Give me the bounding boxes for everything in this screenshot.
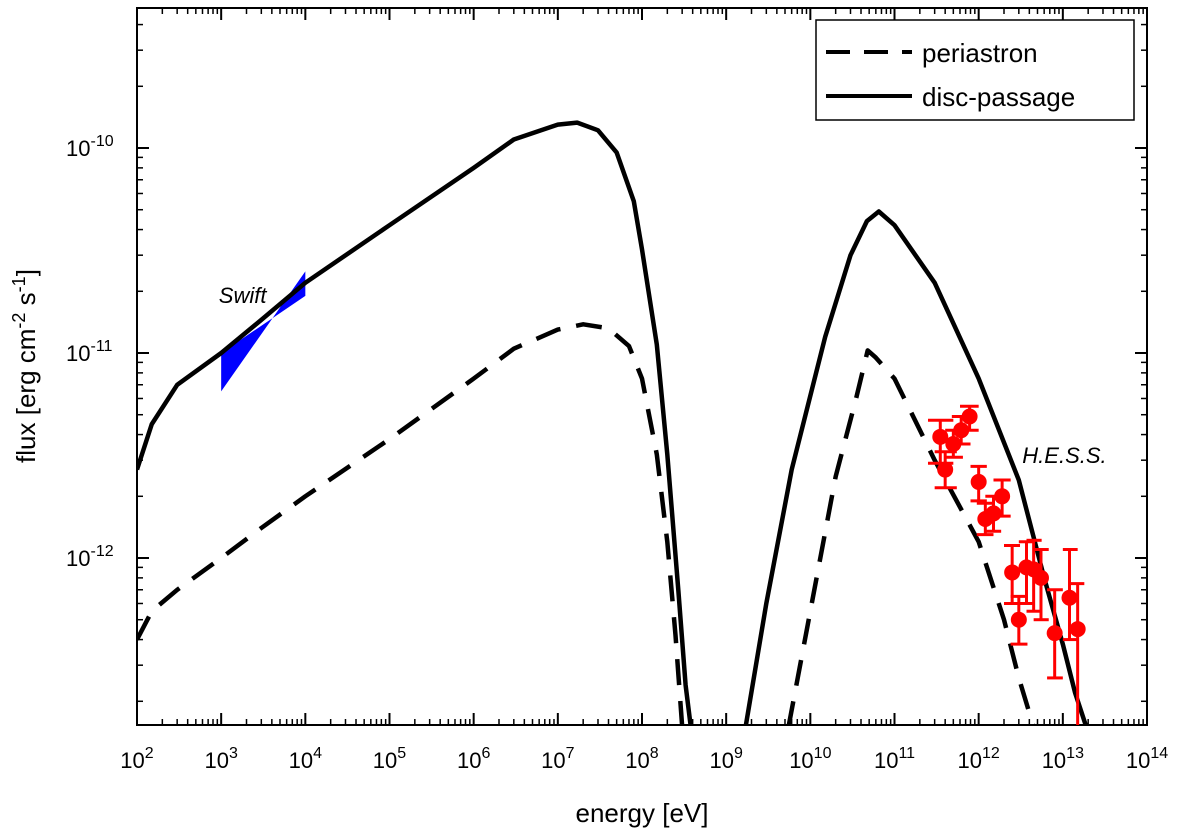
series-layer	[137, 120, 1089, 725]
y-axis-title: flux [erg cm-2 s-1]	[9, 269, 41, 463]
series-disc-passage-segment-1	[743, 209, 1089, 725]
x-tick-label: 108	[625, 745, 658, 773]
hess-marker-9	[1004, 564, 1021, 581]
hess-marker-8	[994, 488, 1011, 505]
hess-marker-7	[985, 505, 1002, 522]
series-disc-passage-segment-0	[137, 120, 693, 725]
hess-marker-1	[937, 461, 954, 478]
hess-point-14	[1046, 588, 1063, 680]
x-axis: 102 103 104 105 106 107 108 109 1010 1011 1012 1013…	[120, 8, 1168, 773]
x-tick-label: 102	[120, 745, 153, 773]
hess-marker-14	[1046, 625, 1063, 642]
legend-label-disc-passage: disc-passage	[922, 82, 1075, 112]
series-periastron-segment-1	[786, 348, 1036, 725]
legend-label-periastron: periastron	[922, 38, 1038, 68]
series-periastron-segment-0	[137, 322, 685, 725]
y-tick-label: 10-11	[66, 338, 113, 366]
x-axis-title: energy [eV]	[576, 798, 709, 828]
x-tick-label: 105	[373, 745, 406, 773]
hess-marker-13	[1032, 569, 1049, 586]
legend-box	[815, 19, 1135, 121]
hess-annotation: H.E.S.S.	[1022, 443, 1106, 468]
hess-point-10	[1010, 594, 1028, 646]
hess-point-16	[1069, 582, 1086, 725]
x-tick-label: 1012	[958, 745, 1000, 773]
y-axis: 10-12 10-11 10-10	[66, 23, 1147, 703]
x-tick-label: 1014	[1126, 745, 1168, 773]
y-tick-label: 10-12	[66, 543, 114, 571]
x-tick-label: 103	[204, 745, 237, 773]
hess-point-5	[970, 464, 987, 503]
hess-point-15	[1061, 548, 1078, 642]
hess-point-8	[993, 478, 1011, 518]
hess-point-9	[1004, 544, 1021, 605]
hess-point-4	[959, 404, 979, 432]
hess-marker-4	[961, 408, 978, 425]
x-tick-label: 107	[541, 745, 574, 773]
hess-point-13	[1032, 548, 1049, 622]
hess-marker-15	[1061, 589, 1078, 606]
hess-marker-10	[1010, 611, 1027, 628]
legend: periastron disc-passage	[815, 19, 1135, 121]
hess-marker-16	[1069, 621, 1086, 638]
y-tick-label: 10-10	[66, 133, 114, 161]
x-tick-label: 104	[289, 745, 322, 773]
hess-points-layer	[927, 404, 1086, 725]
x-tick-label: 1011	[874, 745, 915, 773]
x-tick-label: 1013	[1042, 745, 1084, 773]
hess-marker-0	[932, 428, 949, 445]
hess-marker-5	[970, 473, 987, 490]
x-tick-label: 1010	[789, 745, 831, 773]
x-tick-label: 106	[457, 745, 490, 773]
swift-annotation: Swift	[219, 283, 268, 308]
x-tick-label: 109	[709, 745, 742, 773]
